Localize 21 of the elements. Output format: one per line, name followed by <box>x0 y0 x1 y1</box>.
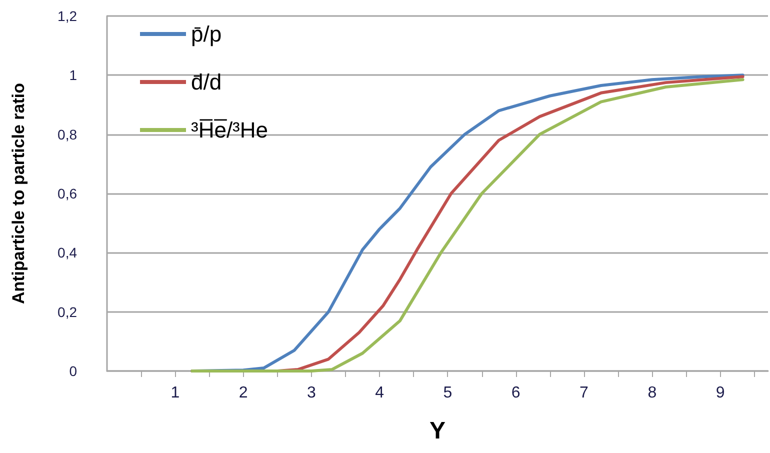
x-tick-label: 9 <box>716 384 725 402</box>
legend-label: ³H̅e̅/³He <box>191 118 268 142</box>
legend-label: d̄/d <box>191 70 222 94</box>
y-tick-label: 0,2 <box>58 304 78 320</box>
x-tick-label: 4 <box>375 384 384 402</box>
y-tick-label: 0,4 <box>58 244 78 261</box>
y-tick-label: 1,2 <box>58 8 78 24</box>
x-axis-title: Y <box>429 418 446 444</box>
y-tick-label: 1 <box>69 67 78 84</box>
y-axis-title: Antiparticle to particle ratio <box>9 82 28 304</box>
x-tick-label: 7 <box>580 384 589 402</box>
y-tick-label: 0,6 <box>58 186 78 202</box>
x-tick-label: 2 <box>238 384 248 402</box>
x-tick-label: 1 <box>170 384 180 402</box>
y-tick-label: 0,8 <box>58 126 78 142</box>
y-tick-label: 0 <box>69 363 78 379</box>
x-tick-label: 3 <box>306 384 316 402</box>
legend-label: p̄/p <box>191 22 222 46</box>
x-tick-label: 8 <box>648 384 657 402</box>
x-tick-label: 6 <box>511 384 520 402</box>
x-tick-label: 5 <box>443 384 452 402</box>
